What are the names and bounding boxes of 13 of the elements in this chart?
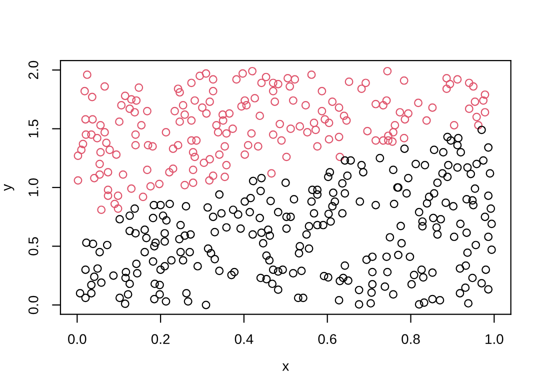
y-tick-label: 2.0	[28, 60, 38, 79]
x-tick-label: 0.6	[318, 334, 336, 344]
x-tick-label: 1.0	[486, 334, 504, 344]
y-tick-label: 1.5	[28, 120, 38, 138]
y-tick-label: 0.0	[28, 296, 38, 314]
y-axis-title: y	[4, 184, 14, 191]
x-tick-label: 0.2	[151, 334, 170, 344]
x-tick-label: 0.4	[234, 334, 254, 344]
x-tick-label: 0.0	[68, 334, 86, 344]
x-tick-label: 0.8	[402, 334, 420, 344]
x-axis-title: x	[282, 363, 289, 371]
y-tick-label: 0.5	[28, 237, 38, 256]
y-tick-label: 1.0	[28, 178, 38, 196]
